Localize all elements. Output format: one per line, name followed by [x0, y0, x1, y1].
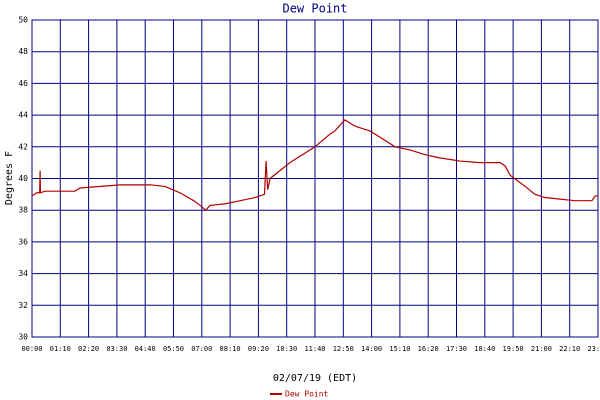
x-tick-label: 01:10 — [50, 345, 71, 353]
chart-title: Dew Point — [282, 2, 347, 16]
x-tick-label: 11:40 — [304, 345, 325, 353]
y-tick-label: 46 — [18, 79, 28, 88]
x-tick-label: 05:50 — [163, 345, 184, 353]
x-tick-label: 00:00 — [21, 345, 42, 353]
x-tick-label: 08:10 — [220, 345, 241, 353]
legend-label: Dew Point — [285, 390, 329, 399]
x-tick-label: 18:40 — [474, 345, 495, 353]
x-tick-label: 10:30 — [276, 345, 297, 353]
x-tick-label: 23:20 — [587, 345, 600, 353]
x-tick-label: 21:00 — [531, 345, 552, 353]
x-tick-label: 16:20 — [418, 345, 439, 353]
y-tick-label: 32 — [18, 301, 28, 310]
x-axis-label: 02/07/19 (EDT) — [273, 373, 357, 384]
x-tick-label: 09:20 — [248, 345, 269, 353]
plot: 30 32 34 36 38 40 42 44 46 48 50 00:00 01:10 02:20 03:… — [18, 16, 600, 399]
x-tick-label: 22:10 — [559, 345, 580, 353]
x-tick-label: 07:00 — [191, 345, 212, 353]
y-tick-label: 38 — [18, 206, 28, 215]
x-tick-label: 19:50 — [503, 345, 524, 353]
y-tick-label: 34 — [18, 269, 28, 278]
x-tick-label: 12:50 — [333, 345, 354, 353]
plot-border — [31, 19, 599, 338]
x-tick-label: 17:30 — [446, 345, 467, 353]
x-tick-label: 14:00 — [361, 345, 382, 353]
y-tick-label: 44 — [18, 111, 28, 120]
x-tick-label: 02:20 — [78, 345, 99, 353]
x-tick-label: 04:40 — [135, 345, 156, 353]
y-tick-label: 42 — [18, 142, 28, 151]
x-tick-label: 03:30 — [106, 345, 127, 353]
x-tick-label: 15:10 — [389, 345, 410, 353]
y-axis-label: Degrees F — [4, 151, 15, 205]
y-tick-label: 36 — [18, 237, 28, 246]
y-tick-label: 50 — [18, 16, 28, 25]
y-tick-label: 48 — [18, 47, 28, 56]
y-tick-label: 40 — [18, 174, 28, 183]
data-line — [31, 119, 598, 212]
y-tick-label: 30 — [18, 333, 28, 342]
